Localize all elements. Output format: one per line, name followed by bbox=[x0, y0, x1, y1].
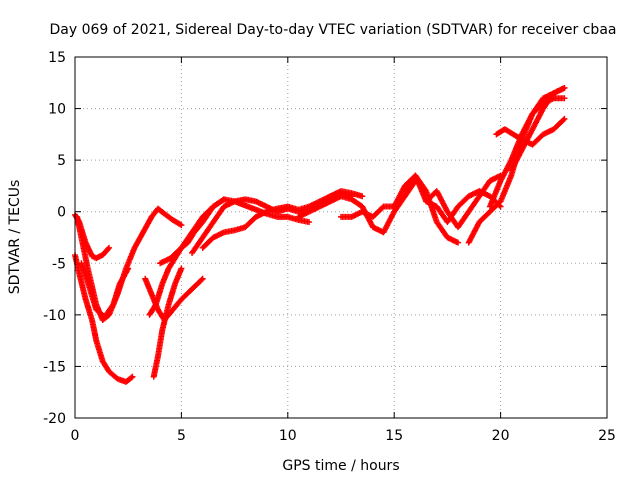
data-point bbox=[106, 244, 113, 251]
data-point bbox=[177, 221, 184, 228]
data-point bbox=[497, 203, 504, 210]
data-point bbox=[125, 265, 132, 272]
x-tick-label: 5 bbox=[177, 428, 186, 444]
axis-ticks: 0 5 10 15 20 25 -20 -15 -10 -5 0 5 10 15 bbox=[43, 50, 616, 444]
series-track-l bbox=[338, 172, 462, 246]
series-track-b bbox=[72, 252, 136, 385]
data-point bbox=[199, 275, 206, 282]
data-point bbox=[152, 302, 159, 309]
y-tick-label: 10 bbox=[48, 102, 66, 118]
data-point bbox=[105, 245, 112, 252]
y-tick-label: 0 bbox=[57, 205, 66, 221]
y-tick-label: -20 bbox=[43, 411, 66, 427]
y-tick-label: -15 bbox=[43, 359, 66, 375]
data-point bbox=[198, 276, 205, 283]
chart-title: Day 069 of 2021, Sidereal Day-to-day VTE… bbox=[50, 22, 617, 38]
x-tick-label: 0 bbox=[71, 428, 80, 444]
data-point bbox=[561, 115, 568, 122]
series-track-d bbox=[78, 260, 132, 320]
series-track-r bbox=[508, 84, 568, 174]
data-point bbox=[560, 116, 567, 123]
y-tick-label: 15 bbox=[48, 50, 66, 66]
data-point bbox=[128, 374, 135, 381]
data-point bbox=[455, 239, 462, 246]
series-track-j bbox=[199, 188, 366, 251]
y-tick-label: 5 bbox=[57, 153, 66, 169]
series-track-f bbox=[142, 275, 206, 324]
data-markers bbox=[72, 84, 568, 385]
data-point bbox=[178, 222, 185, 229]
series-track-g bbox=[146, 196, 227, 318]
data-point bbox=[561, 84, 568, 91]
x-tick-label: 25 bbox=[598, 428, 616, 444]
plot-frame bbox=[74, 56, 608, 419]
data-point bbox=[561, 95, 568, 102]
data-point bbox=[129, 373, 136, 380]
series-track-n bbox=[423, 172, 504, 231]
x-tick-label: 15 bbox=[385, 428, 403, 444]
data-point bbox=[359, 193, 366, 200]
y-tick-label: -10 bbox=[43, 308, 66, 324]
x-axis-label: GPS time / hours bbox=[282, 458, 399, 474]
series-track-e bbox=[150, 265, 185, 380]
series-track-q bbox=[493, 115, 568, 148]
data-point bbox=[178, 265, 185, 272]
series-track-h bbox=[157, 196, 313, 267]
y-tick-label: -5 bbox=[52, 256, 66, 272]
data-point bbox=[124, 266, 131, 273]
series-track-p bbox=[486, 95, 568, 210]
series-track-k bbox=[295, 177, 419, 236]
y-axis-label: SDTVAR / TECUs bbox=[7, 180, 23, 295]
x-tick-label: 20 bbox=[492, 428, 510, 444]
x-tick-label: 10 bbox=[279, 428, 297, 444]
data-point bbox=[306, 219, 313, 226]
